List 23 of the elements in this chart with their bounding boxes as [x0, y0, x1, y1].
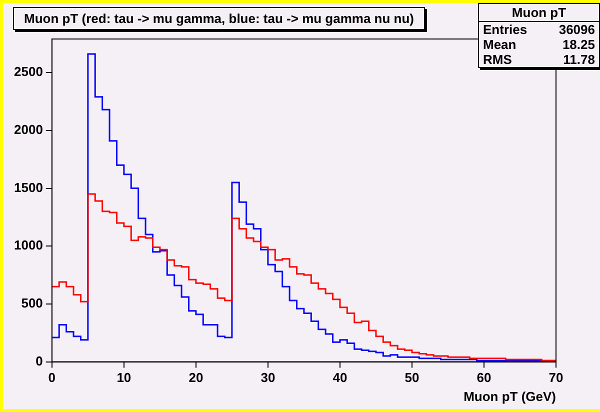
y-tick-label: 0 — [36, 353, 43, 368]
x-tick-label: 30 — [260, 370, 276, 386]
y-tick-label: 1000 — [14, 238, 43, 253]
annotation: RMS — [483, 52, 512, 67]
text: 36096 — [558, 22, 595, 37]
chart-title: Muon pT (red: tau -> mu gamma, blue: tau -> mu gamma nu nu) — [13, 7, 426, 30]
x-tick-label: 10 — [116, 370, 132, 386]
x-tick-label: 50 — [404, 370, 420, 386]
y-tick-label: 1500 — [14, 180, 43, 195]
text: 11.78 — [563, 52, 595, 67]
y-tick-label: 2000 — [14, 122, 43, 137]
x-tick-label: 0 — [48, 370, 56, 386]
x-tick-label: 40 — [332, 370, 348, 386]
x-axis-title: Muon pT (GeV) — [464, 388, 556, 404]
text: Muon pT — [479, 4, 599, 22]
x-tick-label: 20 — [188, 370, 204, 386]
y-tick-label: 500 — [21, 296, 43, 311]
x-tick-label: 70 — [548, 370, 564, 386]
text: 18.25 — [562, 37, 595, 52]
annotation: Mean — [483, 37, 516, 52]
x-tick-label: 60 — [476, 370, 492, 386]
y-tick-label: 2500 — [14, 64, 43, 80]
text: Entries — [483, 22, 528, 37]
